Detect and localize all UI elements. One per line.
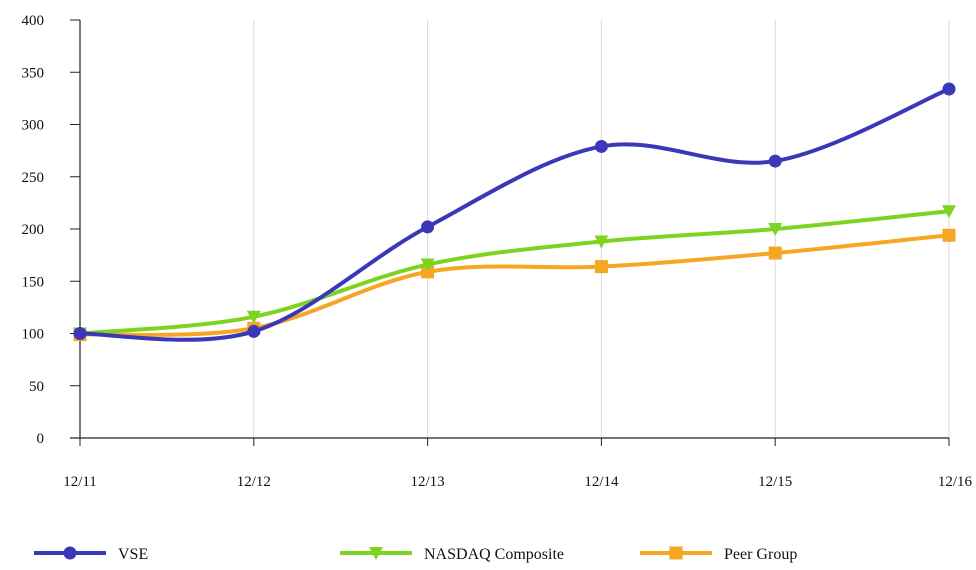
data-point-peer-group [421, 265, 435, 279]
data-point-nasdaq-composite [768, 223, 783, 236]
y-tick-label: 150 [22, 274, 45, 290]
legend-swatch-marker [63, 546, 77, 560]
data-point-peer-group [942, 228, 956, 242]
y-tick-label: 250 [22, 170, 45, 186]
legend-swatch-marker [369, 547, 383, 560]
y-tick-label: 100 [22, 327, 45, 343]
data-point-peer-group [594, 260, 608, 274]
x-tick-label: 12/11 [63, 474, 97, 490]
legend-item-nasdaq-composite: NASDAQ Composite [340, 546, 564, 563]
y-tick-label: 350 [22, 65, 45, 81]
y-tick-label: 200 [22, 222, 45, 238]
data-point-nasdaq-composite [246, 310, 261, 324]
x-tick-label: 12/15 [758, 474, 792, 490]
legend-item-peer-group: Peer Group [640, 546, 797, 563]
legend-label: Peer Group [724, 546, 797, 563]
y-tick-label: 300 [22, 118, 45, 134]
legend-label: VSE [118, 546, 148, 563]
series-line-nasdaq-composite [78, 209, 951, 336]
data-point-nasdaq-composite [594, 235, 609, 249]
grid-layer [253, 20, 950, 438]
data-point-vse [421, 220, 435, 234]
legend: VSE NASDAQ Composite Peer Group [34, 546, 797, 563]
data-point-vse [768, 154, 782, 168]
x-tick-label: 12/14 [584, 474, 619, 490]
data-point-vse [73, 327, 87, 340]
y-tick-label: 0 [37, 431, 45, 447]
series-line-vse [78, 86, 951, 342]
data-point-peer-group [768, 246, 782, 260]
data-point-vse [594, 139, 608, 153]
x-tick-label: 12/16 [938, 474, 973, 490]
data-point-vse [247, 324, 261, 338]
y-tick-label: 50 [29, 379, 44, 395]
x-tick-label: 12/12 [237, 474, 271, 490]
y-tick-label: 400 [22, 13, 45, 29]
legend-label: NASDAQ Composite [424, 546, 564, 563]
series-layer [73, 82, 956, 342]
legend-item-vse: VSE [34, 546, 148, 563]
series-vse [73, 82, 956, 342]
x-tick-label: 12/13 [411, 474, 445, 490]
series-line-peer-group [78, 233, 951, 337]
axis-layer: 0 50 100 150 200 250 300 350 400 12/11 12/12 12/13 1… [22, 13, 973, 490]
data-point-nasdaq-composite [942, 205, 956, 219]
series-nasdaq-composite [73, 205, 956, 341]
data-point-vse [942, 82, 956, 96]
legend-swatch-marker [669, 546, 683, 560]
data-point-nasdaq-composite [420, 258, 435, 272]
